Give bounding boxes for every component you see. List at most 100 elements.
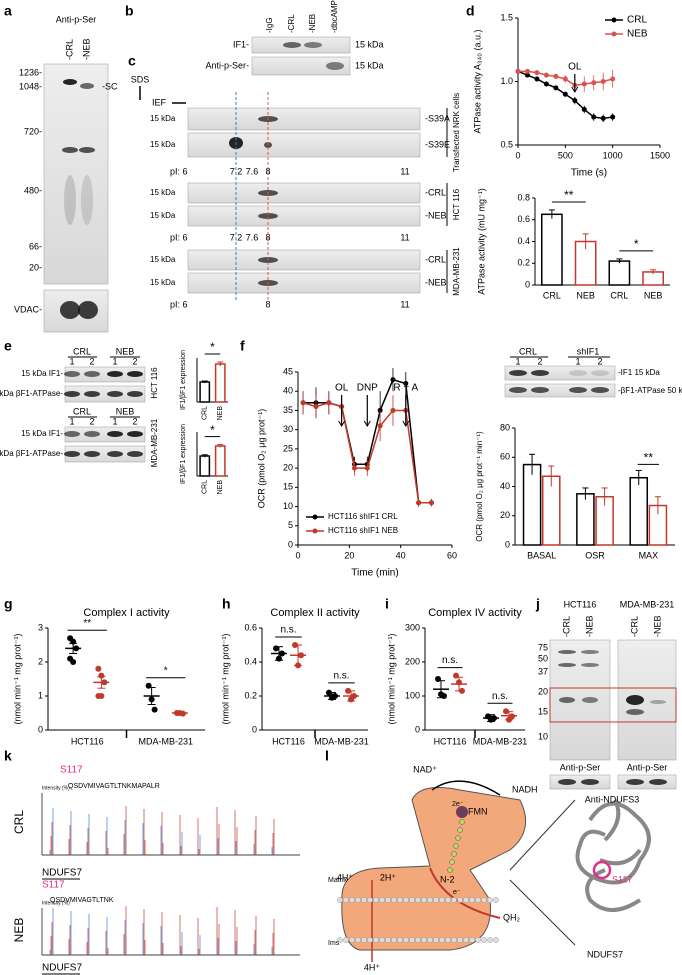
point [313,404,319,410]
label: -NEB [81,38,91,60]
label: 15 [538,706,548,716]
lipid [349,937,355,943]
label: 20- [29,262,42,272]
band [78,301,98,319]
point [300,400,306,406]
lipid [373,937,379,943]
band [626,709,644,715]
y-tick-label: 1 [38,690,43,700]
label: HCT116 [564,599,597,609]
y-tick-label: 20 [500,510,510,520]
significance: n.s. [333,671,349,682]
significance: * [210,340,215,354]
significance: * [634,237,639,251]
bar [608,260,631,286]
band [127,431,143,437]
x-tick-label: 500 [558,150,573,160]
bar [522,463,542,546]
y-tick-label: 1.0 [500,76,513,86]
significance: ** [83,618,91,629]
fes-cluster [451,851,457,857]
label: 2 [89,416,94,426]
arrow-head [402,420,410,427]
label: 2e⁻ [452,801,464,808]
bar [199,381,211,403]
x-tick-label: 1500 [650,150,670,160]
significance: ** [644,451,654,465]
lipid [445,937,451,943]
label: NAD⁺ [413,764,437,774]
zoom-line [509,799,576,871]
band [569,370,587,376]
band [558,650,576,654]
x-tick-label: 40 [396,550,406,560]
label: 1 [112,356,117,366]
y-tick-label: 0 [38,724,43,734]
y-axis-label: (nmol min⁻¹ mg prot⁻¹) [220,633,230,724]
band [84,431,100,437]
y-tick-label: 45 [283,366,293,376]
lipid [451,897,457,903]
lipid [463,897,469,903]
x-tick-label: CRL [610,290,628,300]
label: 15 kDa [150,188,176,197]
lipid [379,937,385,943]
label: 720- [24,126,42,136]
point [390,407,396,413]
legend-label: HCT116 shIF1 NEB [328,526,398,535]
label: 10 [538,731,548,741]
label: 2H⁺ [380,872,397,882]
x-tick-label: MDA-MB-231 [138,736,193,746]
point [351,465,357,471]
label: QH₂ [503,912,521,922]
panel-label: b [125,3,134,19]
x-tick-label: 60 [447,550,457,560]
x-tick-label: MAX [639,550,659,560]
lipid [343,897,349,903]
x-tick-label: NEB [576,290,595,300]
label: -CRL [629,616,639,637]
y-tick-label: 0 [415,724,420,734]
arrow-head [338,420,346,427]
y-axis-label: OCR (pmol O₂ μg prot⁻¹) [256,409,266,508]
label: MDA-MB-231 [150,418,159,467]
x-tick-label: NEB [217,480,224,495]
band [107,431,123,437]
y-tick-label: 0.2 [244,690,257,700]
lipid [415,897,421,903]
band [626,695,644,705]
point [562,76,568,82]
y-tick-label: 0.5 [500,139,513,149]
lipid [361,937,367,943]
point [390,377,396,383]
lipid [451,937,457,943]
legend-label: NEB [627,29,648,40]
label: HCT 116 [452,188,461,220]
x-axis-label: Time (min) [351,568,398,579]
lipid [457,897,463,903]
label: 11 [400,166,409,176]
lipid [343,937,349,943]
y-tick-label: 15 [283,482,293,492]
fes-cluster [453,843,459,849]
label: -CRL [425,254,446,264]
legend-marker [611,17,617,23]
bar [214,363,226,403]
band [64,391,80,397]
label: S117 [60,765,83,776]
label: -βF1-ATPase 50 kDa [618,386,682,395]
panel-label: l [325,748,329,764]
y-axis-label: (nmol min⁻¹ mg prot⁻¹) [12,633,22,724]
band [581,663,599,667]
label: 480- [24,185,42,195]
lipid [361,897,367,903]
significance: * [164,665,168,676]
label: 15 kDa [150,255,176,264]
label: NADH [512,784,538,794]
x-tick-label: CRL [202,406,209,420]
y-axis-label: OCR (pmol O₂ μg prot⁻¹ min⁻¹) [475,431,484,542]
protein-structure [575,799,651,912]
label: 1 [69,416,74,426]
lipid [439,937,445,943]
lipid [469,937,475,943]
